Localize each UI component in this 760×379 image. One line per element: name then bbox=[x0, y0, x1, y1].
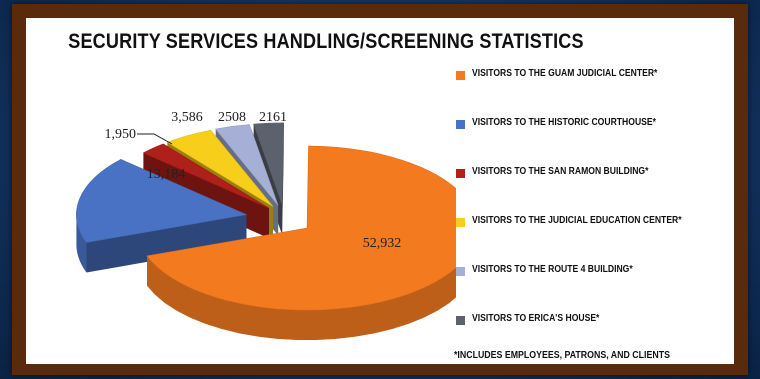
legend-swatch bbox=[456, 316, 465, 325]
legend-label: VISITORS TO THE SAN RAMON BUILDING* bbox=[472, 166, 649, 177]
pie-chart: 52,932 13,184 1,950 3,586 2508 2161 bbox=[76, 110, 456, 340]
data-label-route-4-building: 2508 bbox=[218, 110, 246, 125]
leader-line-san-ramon-building bbox=[137, 133, 173, 145]
pie-slice-side bbox=[86, 214, 247, 273]
chart-frame: SECURITY SERVICES HANDLING/SCREENING STA… bbox=[12, 4, 748, 375]
data-label-ericas-house: 2161 bbox=[259, 110, 287, 125]
pie-slice-top bbox=[76, 159, 248, 243]
legend-label: VISITORS TO THE ROUTE 4 BUILDING* bbox=[472, 264, 633, 275]
pie-slice-top bbox=[253, 122, 285, 206]
pie-slice-top bbox=[142, 143, 270, 209]
legend-label: VISITORS TO THE GUAM JUDICIAL CENTER* bbox=[472, 68, 658, 79]
legend-swatch bbox=[456, 169, 465, 178]
pie-slice-historic-courthouse bbox=[76, 159, 248, 273]
legend-swatch bbox=[456, 267, 465, 276]
chart-panel: SECURITY SERVICES HANDLING/SCREENING STA… bbox=[26, 18, 734, 364]
legend-swatch bbox=[456, 120, 465, 129]
data-label-historic-courthouse: 13,184 bbox=[147, 167, 186, 182]
chart-footnote: *INCLUDES EMPLOYEES, PATRONS, AND CLIENT… bbox=[454, 350, 670, 361]
pie-slice-top bbox=[215, 124, 279, 206]
legend-swatch bbox=[456, 71, 465, 80]
pie-slice-top bbox=[166, 129, 274, 207]
legend-label: VISITORS TO THE HISTORIC COURTHOUSE* bbox=[472, 117, 656, 128]
data-label-san-ramon-building: 1,950 bbox=[105, 127, 137, 142]
pie-slice-guam-judicial-center bbox=[146, 145, 456, 340]
data-label-guam-judicial-center: 52,932 bbox=[363, 236, 402, 251]
pie-slice-wall bbox=[147, 255, 456, 340]
legend-swatch bbox=[456, 218, 465, 227]
data-label-judicial-education-center: 3,586 bbox=[171, 110, 203, 125]
legend-label: VISITORS TO ERICA'S HOUSE* bbox=[472, 313, 600, 324]
pie-slice-top bbox=[146, 145, 456, 311]
chart-title: SECURITY SERVICES HANDLING/SCREENING STA… bbox=[68, 30, 584, 53]
legend-label: VISITORS TO THE JUDICIAL EDUCATION CENTE… bbox=[472, 215, 682, 226]
